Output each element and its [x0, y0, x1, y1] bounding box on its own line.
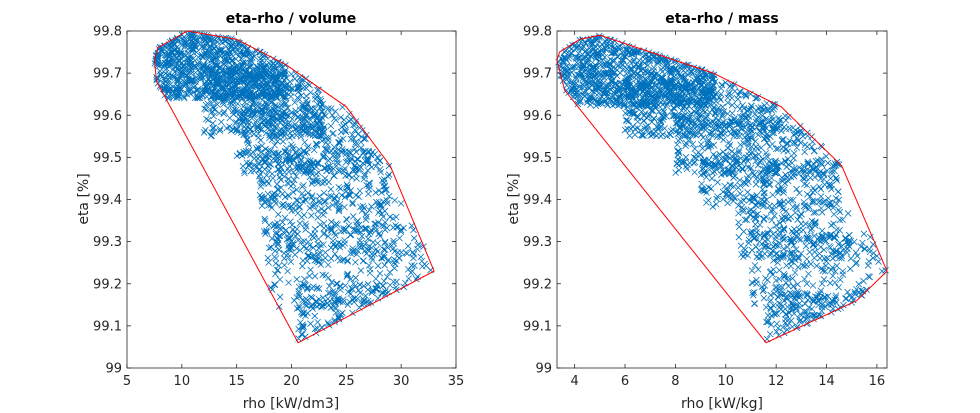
mass-hull-line — [556, 34, 888, 344]
volume-y-tick-label: 99.3 — [93, 235, 122, 250]
volume-x-axis-label: rho [kW/dm3] — [243, 396, 339, 412]
mass-y-axis-label: eta [%] — [506, 173, 522, 224]
mass-x-tick-label: 6 — [621, 374, 629, 389]
volume-y-tick-label: 99.2 — [93, 277, 122, 292]
volume-y-tick-label: 99.4 — [93, 193, 122, 208]
volume-y-tick-label: 99.5 — [93, 151, 122, 166]
mass-x-axis-label: rho [kW/kg] — [681, 396, 763, 412]
mass-y-tick-label: 99.3 — [523, 235, 552, 250]
mass-y-tick-label: 99.5 — [523, 151, 552, 166]
mass-y-tick-label: 99.6 — [523, 109, 552, 124]
mass-chart-title: eta-rho / mass — [665, 11, 779, 27]
mass-x-tick-label: 14 — [818, 374, 835, 389]
mass-axis-ticks: 4 6 8 10 12 14 16 99 99.1 99.2 99.3 99.4 99.5 99.6 99.… — [523, 25, 887, 389]
volume-x-tick-label: 5 — [123, 374, 131, 389]
volume-hull-line — [153, 30, 435, 344]
volume-x-tick-label: 15 — [228, 374, 245, 389]
mass-y-tick-label: 99.8 — [523, 25, 552, 40]
volume-y-tick-label: 99.6 — [93, 109, 122, 124]
volume-y-tick-label: 99.1 — [93, 319, 122, 334]
volume-axis-ticks: 5 10 15 20 25 30 35 99 99.1 99.2 99.3 99.4 99.5 99.6 9… — [93, 25, 464, 390]
volume-scatter-markers — [151, 29, 434, 342]
volume-y-tick-label: 99.7 — [93, 67, 122, 82]
volume-x-tick-label: 35 — [448, 374, 465, 389]
mass-scatter-markers — [555, 32, 889, 343]
volume-x-tick-label: 25 — [338, 374, 355, 389]
volume-data-points — [151, 29, 434, 342]
mass-y-tick-label: 99.2 — [523, 277, 552, 292]
volume-y-tick-label: 99 — [105, 362, 122, 377]
volume-chart-title: eta-rho / volume — [226, 11, 356, 27]
mass-y-tick-label: 99.4 — [523, 193, 552, 208]
mass-y-tick-label: 99 — [535, 362, 552, 377]
volume-x-tick-label: 10 — [174, 374, 191, 389]
volume-y-tick-label: 99.8 — [93, 25, 122, 40]
volume-x-tick-label: 20 — [283, 374, 300, 389]
mass-x-tick-label: 10 — [718, 374, 735, 389]
volume-x-tick-label: 30 — [393, 374, 410, 389]
mass-y-tick-label: 99.1 — [523, 319, 552, 334]
mass-y-tick-label: 99.7 — [523, 67, 552, 82]
mass-data-points — [555, 32, 889, 343]
mass-x-tick-label: 8 — [671, 374, 679, 389]
mass-x-tick-label: 4 — [570, 374, 578, 389]
mass-subplot: eta-rho / mass 4 6 8 10 12 14 16 99 99.1 99.2 99.3… — [506, 11, 889, 412]
mass-x-tick-label: 16 — [869, 374, 886, 389]
volume-subplot: eta-rho / volume 5 10 15 20 25 30 35 99 99.1 99.2… — [76, 11, 464, 412]
mass-x-tick-label: 12 — [768, 374, 785, 389]
volume-y-axis-label: eta [%] — [76, 173, 92, 224]
